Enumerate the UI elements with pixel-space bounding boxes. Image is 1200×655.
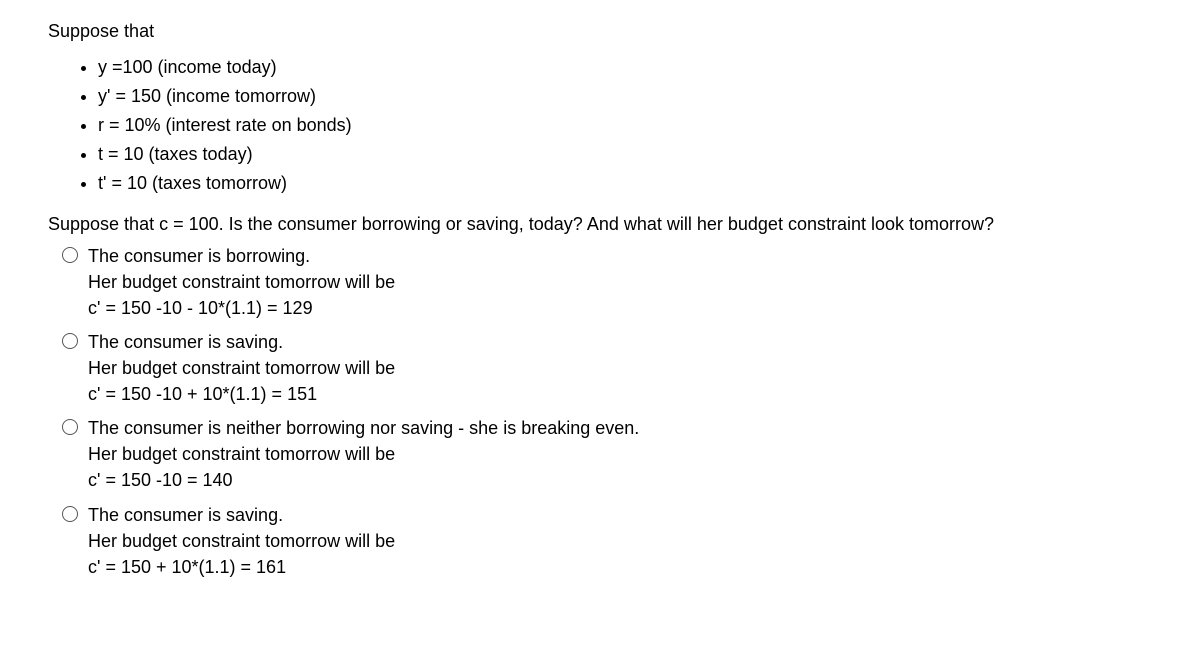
option-line: Her budget constraint tomorrow will be (88, 269, 1152, 295)
option-3: The consumer is neither borrowing nor sa… (62, 415, 1152, 493)
options-group: The consumer is borrowing. Her budget co… (62, 243, 1152, 580)
option-line: The consumer is saving. (88, 502, 1152, 528)
option-line: The consumer is saving. (88, 329, 1152, 355)
option-line: c' = 150 -10 = 140 (88, 467, 1152, 493)
option-line: The consumer is borrowing. (88, 243, 1152, 269)
list-item: y' = 150 (income tomorrow) (98, 83, 1152, 109)
option-text: The consumer is saving. Her budget const… (88, 502, 1152, 580)
option-1: The consumer is borrowing. Her budget co… (62, 243, 1152, 321)
given-values-list: y =100 (income today) y' = 150 (income t… (98, 54, 1152, 196)
option-text: The consumer is saving. Her budget const… (88, 329, 1152, 407)
option-line: c' = 150 + 10*(1.1) = 161 (88, 554, 1152, 580)
option-line: Her budget constraint tomorrow will be (88, 528, 1152, 554)
option-text: The consumer is borrowing. Her budget co… (88, 243, 1152, 321)
option-2: The consumer is saving. Her budget const… (62, 329, 1152, 407)
radio-button[interactable] (62, 419, 78, 435)
intro-text: Suppose that (48, 18, 1152, 44)
list-item: y =100 (income today) (98, 54, 1152, 80)
list-item: t = 10 (taxes today) (98, 141, 1152, 167)
option-line: Her budget constraint tomorrow will be (88, 441, 1152, 467)
radio-button[interactable] (62, 247, 78, 263)
option-text: The consumer is neither borrowing nor sa… (88, 415, 1152, 493)
option-line: The consumer is neither borrowing nor sa… (88, 415, 1152, 441)
option-4: The consumer is saving. Her budget const… (62, 502, 1152, 580)
question-text: Suppose that c = 100. Is the consumer bo… (48, 211, 1152, 237)
option-line: c' = 150 -10 - 10*(1.1) = 129 (88, 295, 1152, 321)
option-line: c' = 150 -10 + 10*(1.1) = 151 (88, 381, 1152, 407)
list-item: t' = 10 (taxes tomorrow) (98, 170, 1152, 196)
radio-button[interactable] (62, 333, 78, 349)
option-line: Her budget constraint tomorrow will be (88, 355, 1152, 381)
list-item: r = 10% (interest rate on bonds) (98, 112, 1152, 138)
radio-button[interactable] (62, 506, 78, 522)
